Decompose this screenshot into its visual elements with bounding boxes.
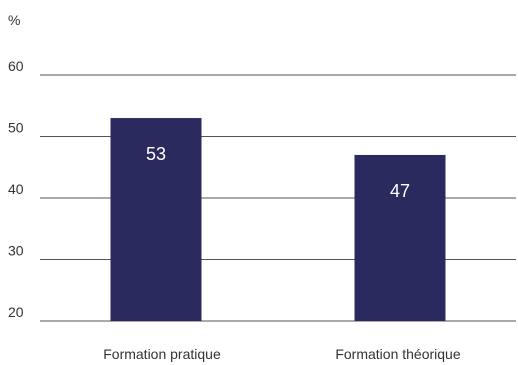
- bar-1: [110, 118, 202, 321]
- y-tick-label: 20: [8, 304, 24, 320]
- bars: [110, 118, 446, 321]
- data-label-1: 53: [146, 144, 166, 164]
- y-axis-unit-label: %: [8, 12, 20, 28]
- data-label-2: 47: [390, 181, 410, 201]
- category-label-2: Formation théorique: [335, 346, 461, 362]
- y-tick-label: 50: [8, 120, 24, 136]
- bar-2: [354, 154, 446, 321]
- y-axis-ticks: 20 30 40 50 60: [8, 58, 24, 320]
- y-tick-label: 60: [8, 58, 24, 74]
- data-labels: 53 47: [146, 144, 410, 201]
- y-tick-label: 30: [8, 243, 24, 259]
- category-labels: Formation pratique Formation théorique: [103, 346, 461, 362]
- y-tick-label: 40: [8, 181, 24, 197]
- category-label-1: Formation pratique: [103, 346, 221, 362]
